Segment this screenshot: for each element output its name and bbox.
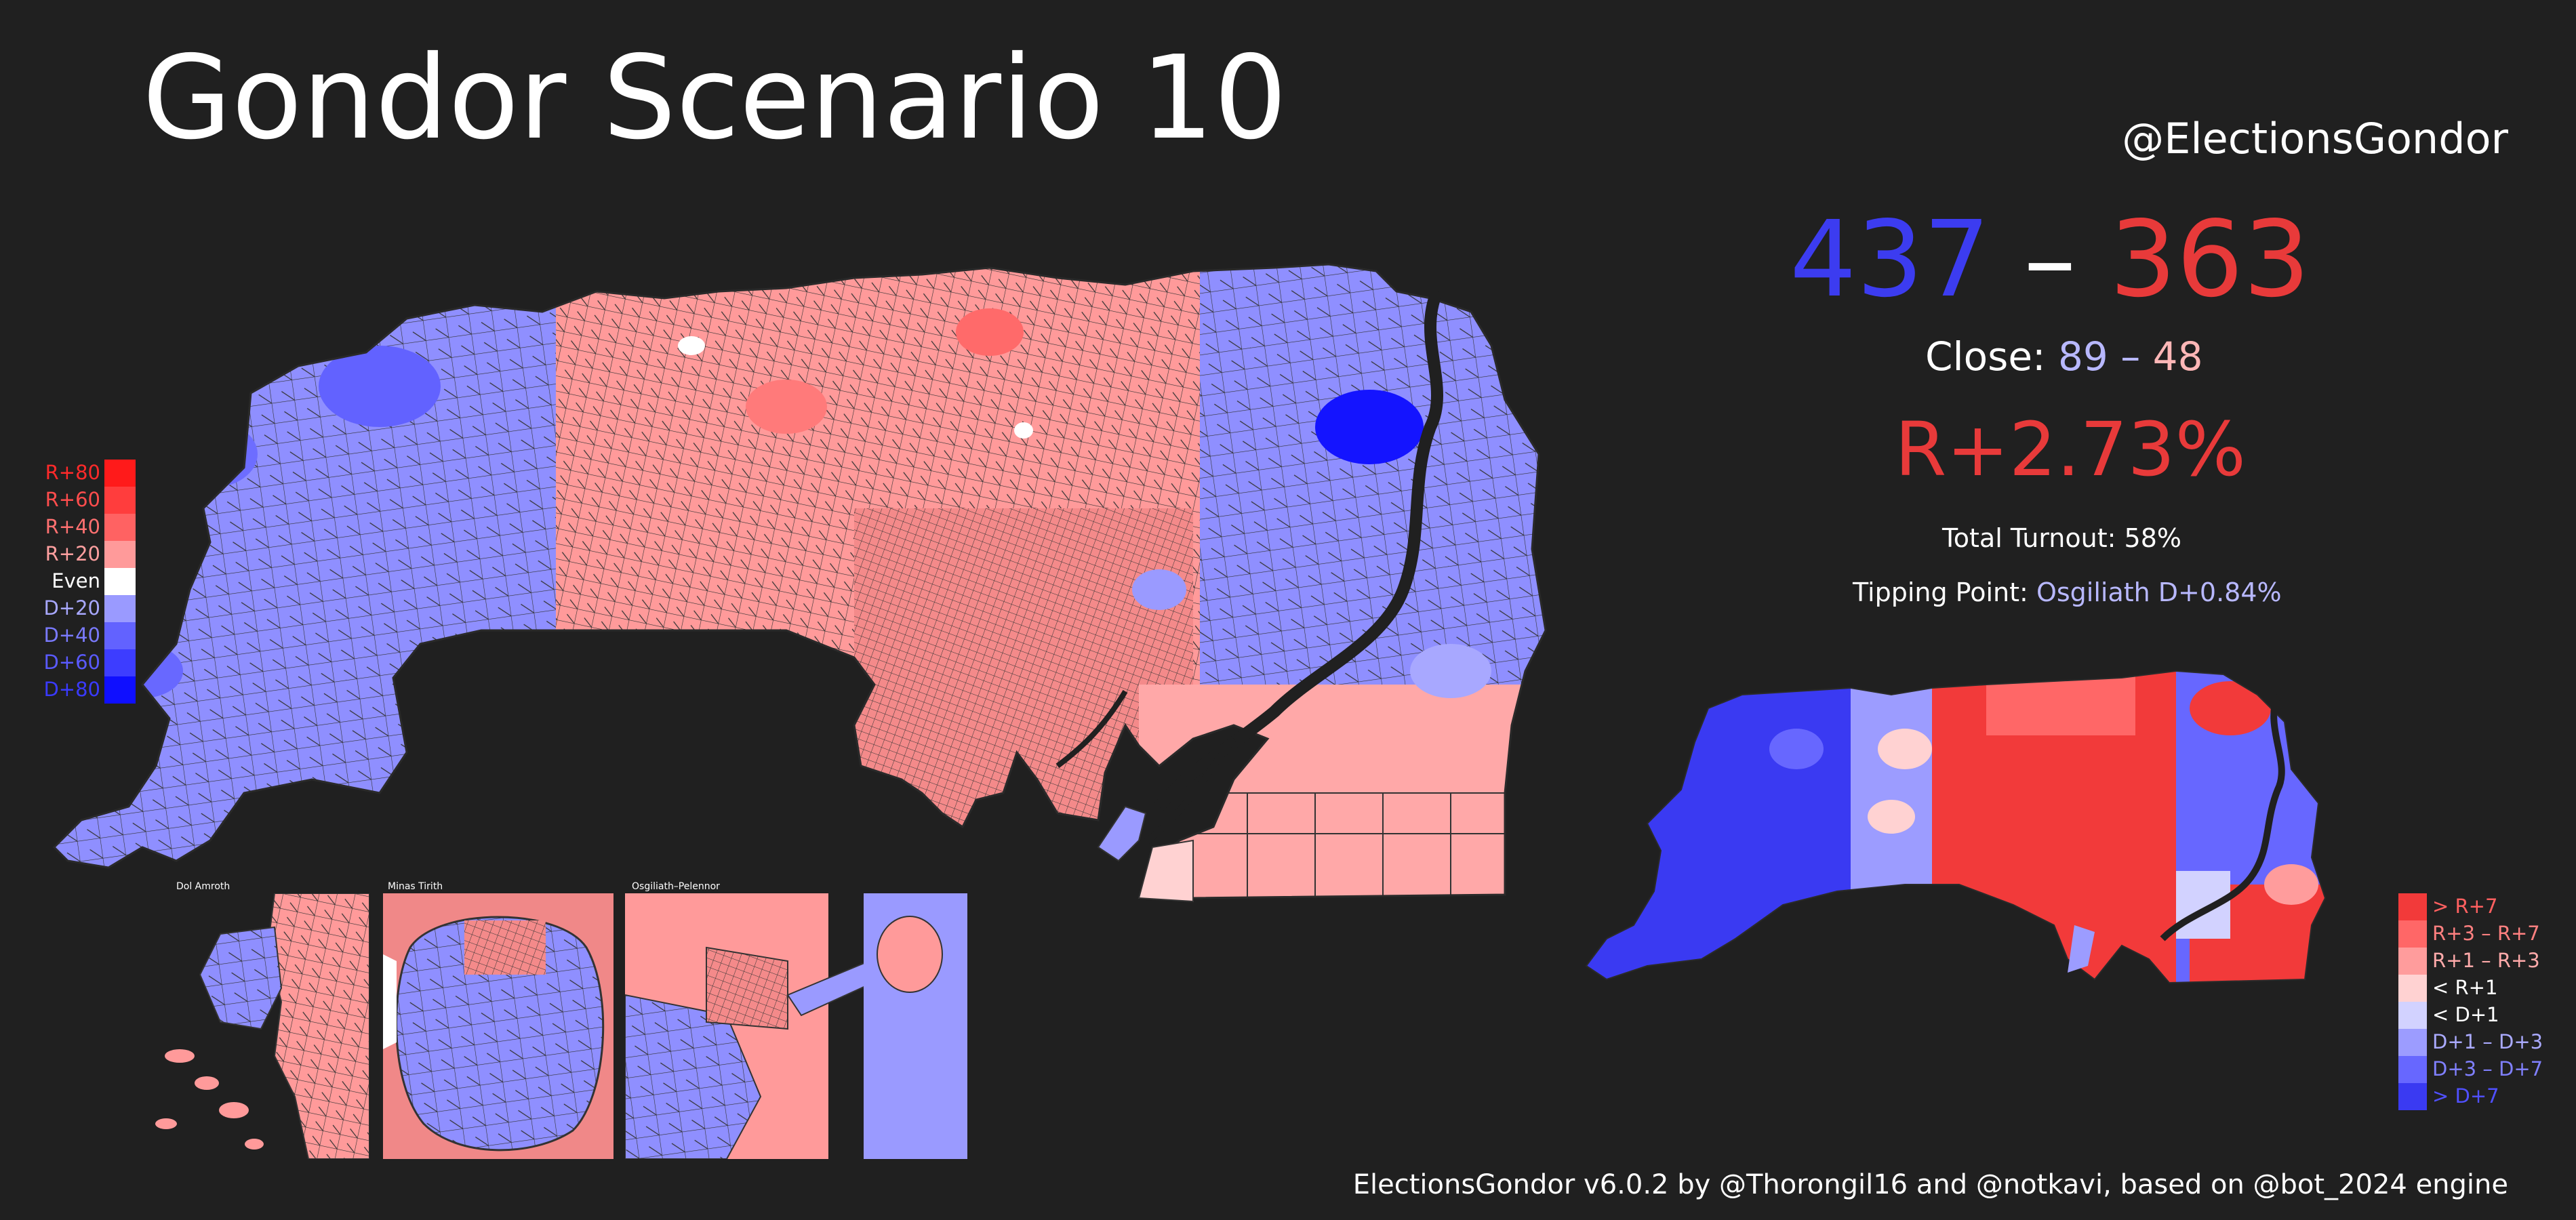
legend-swatch: [2398, 1029, 2427, 1056]
legend-row: D+20: [34, 595, 136, 622]
legend-label: R+80: [45, 461, 100, 484]
legend-row: R+40: [34, 514, 136, 541]
inset-label-dol-amroth: Dol Amroth: [176, 881, 230, 892]
legend-label: < D+1: [2432, 1003, 2499, 1026]
credit-line: ElectionsGondor v6.0.2 by @Thorongil16 a…: [1352, 1169, 2508, 1200]
legend-swatch: [104, 595, 136, 622]
turnout-label: Total Turnout:: [1942, 523, 2116, 553]
total-turnout: Total Turnout: 58%: [1942, 523, 2181, 553]
legend-swatch: [2398, 1083, 2427, 1110]
close-rep-count: 48: [2152, 333, 2203, 380]
legend-row: < R+1: [2398, 975, 2561, 1002]
legend-label: R+1 – R+3: [2432, 949, 2540, 972]
legend-row: D+40: [34, 622, 136, 649]
legend-label: D+20: [43, 596, 100, 619]
legend-label: > D+7: [2432, 1084, 2499, 1107]
legend-row: D+60: [34, 649, 136, 676]
close-dem-count: 89: [2057, 333, 2108, 380]
legend-row: R+3 – R+7: [2398, 920, 2561, 948]
legend-row: R+1 – R+3: [2398, 948, 2561, 975]
twitter-handle: @ElectionsGondor: [2122, 114, 2508, 163]
page-title: Gondor Scenario 10: [142, 31, 1287, 165]
legend-label: Even: [52, 569, 100, 592]
legend-swatch: [104, 460, 136, 487]
tipping-value: Osgiliath D+0.84%: [2036, 577, 2282, 607]
tipping-point: Tipping Point: Osgiliath D+0.84%: [1853, 577, 2282, 607]
close-races: Close: 89 – 48: [1925, 333, 2202, 380]
legend-row: D+80: [34, 676, 136, 704]
legend-swatch: [2398, 975, 2427, 1002]
legend-row: Even: [34, 568, 136, 595]
legend-row: D+3 – D+7: [2398, 1056, 2561, 1083]
inset-minas-tirith-map: [383, 893, 613, 1159]
legend-row: R+60: [34, 487, 136, 514]
legend-label: < R+1: [2432, 976, 2498, 999]
legend-label: D+3 – D+7: [2432, 1057, 2543, 1080]
legend-swatch: [104, 622, 136, 649]
seat-score: 437 – 363: [1790, 207, 2310, 312]
legend-row: > D+7: [2398, 1083, 2561, 1110]
legend-label: D+60: [43, 651, 100, 674]
legend-swatch: [104, 676, 136, 704]
rep-seat-count: 363: [2109, 198, 2310, 321]
legend-label: D+1 – D+3: [2432, 1030, 2543, 1053]
legend-swatch: [104, 487, 136, 514]
legend-label: R+20: [45, 542, 100, 565]
legend-row: > R+7: [2398, 893, 2561, 920]
legend-swatch: [2398, 920, 2427, 948]
dem-seat-count: 437: [1790, 198, 1990, 321]
close-label: Close:: [1925, 333, 2046, 380]
inset-osgiliath-pelennor-map: [625, 893, 967, 1159]
popular-vote-margin: R+2.73%: [1895, 406, 2247, 493]
main-margin-map: [52, 263, 1547, 903]
legend-label: > R+7: [2432, 895, 2498, 918]
score-separator: –: [2024, 198, 2076, 321]
legend-swatch: [104, 514, 136, 541]
legend-swatch: [2398, 893, 2427, 920]
legend-label: R+40: [45, 515, 100, 538]
legend-swatch: [104, 649, 136, 676]
legend-row: D+1 – D+3: [2398, 1029, 2561, 1056]
legend-label: D+40: [43, 624, 100, 647]
tipping-label: Tipping Point:: [1853, 577, 2028, 607]
legend-label: R+3 – R+7: [2432, 922, 2540, 945]
legend-swatch: [2398, 1056, 2427, 1083]
legend-swatch: [104, 568, 136, 595]
legend-row: R+20: [34, 541, 136, 568]
turnout-value: 58%: [2124, 523, 2181, 553]
legend-label: D+80: [43, 678, 100, 701]
legend-row: R+80: [34, 460, 136, 487]
margin-legend: R+80 R+60 R+40 R+20 Even D+20 D+40 D+60 …: [34, 460, 136, 704]
seat-legend: > R+7 R+3 – R+7 R+1 – R+3 < R+1 < D+1 D+…: [2398, 893, 2561, 1110]
legend-swatch: [2398, 948, 2427, 975]
close-separator: –: [2120, 333, 2141, 380]
seat-result-map: [1585, 670, 2327, 984]
legend-row: < D+1: [2398, 1002, 2561, 1029]
legend-swatch: [104, 541, 136, 568]
inset-dol-amroth-map: [139, 893, 369, 1159]
legend-label: R+60: [45, 488, 100, 511]
inset-label-minas-tirith: Minas Tirith: [388, 881, 443, 892]
inset-label-osgiliath: Osgiliath–Pelennor: [632, 881, 720, 892]
legend-swatch: [2398, 1002, 2427, 1029]
